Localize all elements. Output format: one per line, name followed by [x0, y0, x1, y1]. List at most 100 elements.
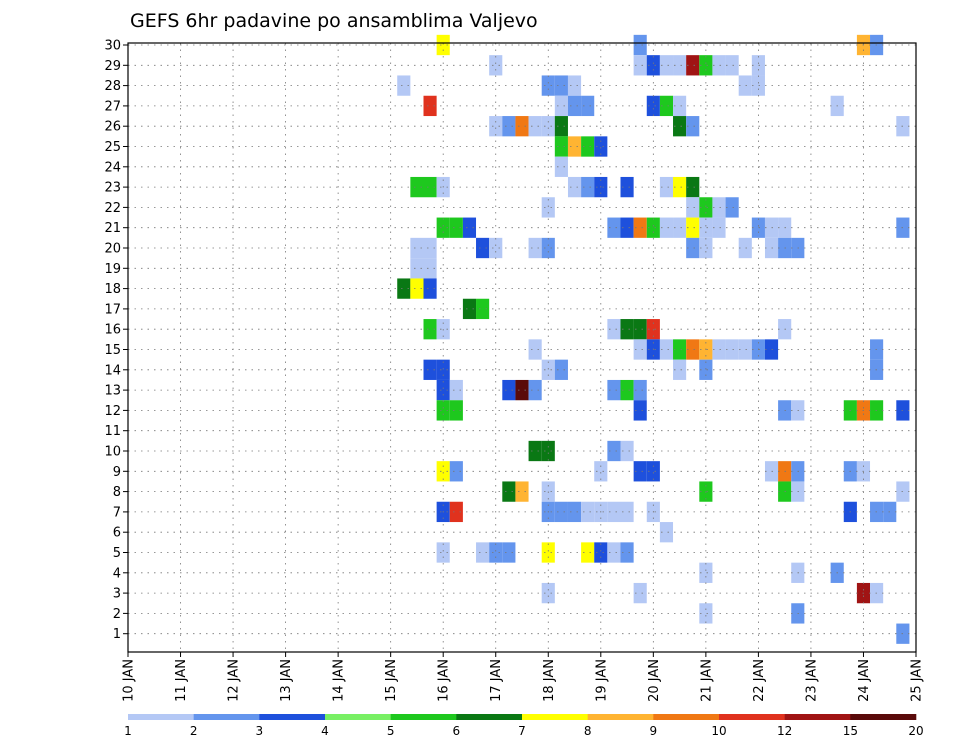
heatmap-cell: [751, 55, 765, 76]
heatmap-cell: [659, 217, 674, 238]
heatmap-cell: [436, 400, 450, 421]
x-tick-label: 17 JAN: [489, 659, 504, 702]
heatmap-cell: [554, 75, 568, 96]
heatmap-cell: [686, 176, 700, 198]
y-tick-label: 25: [104, 140, 121, 155]
heatmap-cell: [567, 75, 582, 96]
colorbar-label: 7: [518, 724, 526, 738]
x-tick-label: 10 JAN: [122, 659, 137, 702]
heatmap-cell: [528, 116, 542, 137]
heatmap-cell: [738, 75, 752, 96]
heatmap-cell: [607, 319, 621, 340]
y-tick-label: 1: [113, 627, 121, 642]
x-tick-label: 19 JAN: [594, 659, 609, 702]
heatmap-cell: [423, 359, 437, 380]
heatmap-cell: [528, 339, 542, 360]
heatmap-cell: [581, 176, 595, 198]
heatmap-cell: [751, 75, 765, 96]
heatmap-cell: [541, 582, 555, 604]
y-tick-label: 8: [113, 485, 121, 500]
y-tick-label: 19: [104, 262, 121, 277]
colorbar-swatch: [325, 714, 391, 720]
heatmap-cell: [633, 217, 647, 238]
y-tick-label: 5: [113, 546, 121, 561]
heatmap-cell: [436, 34, 450, 56]
colorbar-label: 6: [453, 724, 461, 738]
heatmap-cell: [423, 237, 437, 259]
heatmap-cell: [699, 237, 713, 259]
y-tick-label: 21: [104, 221, 121, 236]
colorbar-swatch: [653, 714, 720, 720]
heatmap-cell: [397, 75, 411, 96]
grid-lines: [128, 43, 916, 652]
heatmap-cell: [699, 359, 713, 380]
heatmap-cell: [646, 461, 660, 482]
heatmap-cell: [699, 603, 713, 624]
heatmap-cell: [436, 359, 450, 380]
heatmap-cell: [646, 217, 660, 238]
heatmap-cell: [528, 237, 542, 259]
heatmap-cell: [725, 339, 739, 360]
heatmap-cell: [581, 501, 595, 523]
heatmap-cell: [436, 217, 450, 238]
heatmap-cell: [686, 217, 700, 238]
x-tick-label: 12 JAN: [227, 659, 242, 702]
x-tick-label: 23 JAN: [804, 659, 819, 702]
heatmap-cell: [633, 34, 647, 56]
x-tick-label: 21 JAN: [699, 659, 714, 702]
heatmap-cell: [607, 440, 621, 462]
heatmap-cell: [620, 501, 634, 523]
x-tick-label: 11 JAN: [174, 659, 189, 702]
y-tick-label: 26: [104, 120, 121, 135]
heatmap-cell: [449, 501, 463, 523]
heatmap-cell: [449, 400, 463, 421]
colorbar-label: 4: [321, 724, 329, 738]
y-tick-label: 14: [104, 363, 121, 378]
x-tick-label: 15 JAN: [384, 659, 399, 702]
heatmap-cell: [397, 278, 411, 299]
y-tick-label: 20: [104, 242, 121, 257]
heatmap-cell: [659, 55, 674, 76]
heatmap-cell: [436, 542, 450, 563]
colorbar-swatch: [587, 714, 654, 720]
heatmap-cell: [581, 136, 595, 157]
heatmap-cell: [410, 176, 424, 198]
colorbar-swatch: [259, 714, 326, 720]
heatmap-cell: [633, 55, 647, 76]
heatmap-cell: [686, 237, 700, 259]
y-tick-label: 9: [113, 465, 121, 480]
heatmap-cell: [515, 116, 529, 137]
colorbar-swatch: [456, 714, 523, 720]
heatmap-cell: [725, 197, 739, 218]
heatmap-cell: [541, 440, 555, 462]
heatmap-cell: [620, 379, 634, 401]
heatmap-cell: [594, 542, 608, 563]
heatmap-cell: [712, 55, 726, 76]
heatmap-cell: [554, 95, 568, 117]
heatmap-cell: [502, 542, 516, 563]
heatmap-cell: [567, 136, 582, 157]
y-tick-label: 16: [104, 323, 121, 338]
heatmap-cell: [410, 258, 424, 279]
y-tick-label: 12: [104, 404, 121, 419]
heatmap-cell: [541, 116, 555, 137]
heatmap-cell: [699, 562, 713, 583]
heatmap-cell: [633, 339, 647, 360]
heatmap-cell: [581, 95, 595, 117]
colorbar-swatch: [719, 714, 785, 720]
heatmap-cell: [449, 461, 463, 482]
y-tick-label: 4: [113, 566, 121, 581]
heatmap-cell: [489, 237, 503, 259]
heatmap-cell: [476, 298, 490, 320]
heatmap-cell: [423, 95, 437, 117]
heatmap-cell: [541, 359, 555, 380]
heatmap-cells: [397, 34, 910, 644]
heatmap-cell: [567, 176, 582, 198]
heatmap-cell: [659, 339, 674, 360]
colorbar-swatch: [850, 714, 917, 720]
heatmap-cell: [686, 197, 700, 218]
y-tick-label: 11: [104, 424, 121, 439]
colorbar-label: 10: [711, 724, 726, 738]
heatmap-cell: [699, 217, 713, 238]
y-tick-label: 3: [113, 587, 121, 602]
